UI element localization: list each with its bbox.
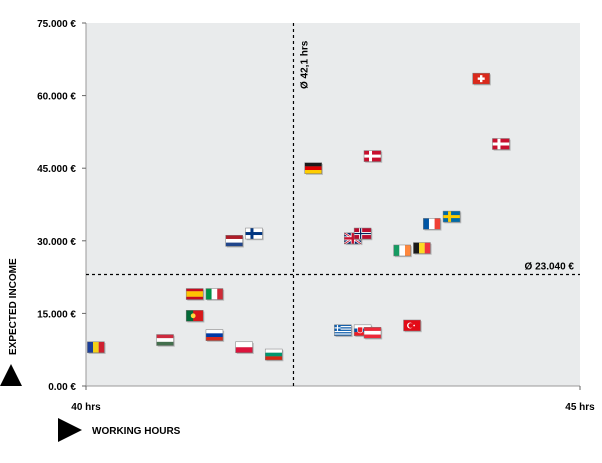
norway-flag-icon (353, 227, 373, 241)
netherlands-flag-icon (225, 235, 244, 248)
sweden-flag-icon (442, 210, 462, 224)
y-tick-label: 15.000 € (37, 309, 76, 320)
greece-flag-icon (334, 324, 353, 338)
austria-flag-icon (363, 327, 383, 340)
mean-hours-label: Ø 42,1 hrs (299, 40, 310, 89)
y-tick-label: 45.000 € (37, 164, 76, 175)
russia-flag-icon (205, 329, 225, 342)
y-tick-label: 75.000 € (37, 19, 76, 30)
y-axis: 0.00 € 15.000 € 30.000 € 45.000 € 60.000 € 75… (37, 19, 87, 393)
bulgaria-flag-icon (264, 348, 284, 362)
switzerland-flag-icon (472, 72, 491, 86)
y-tick-label: 30.000 € (37, 237, 76, 248)
italy-flag-icon (205, 288, 225, 301)
germany-flag-icon (304, 162, 323, 175)
denmark-flag-icon (492, 138, 511, 151)
spain-flag-icon (185, 288, 205, 301)
france-flag-icon (423, 218, 442, 231)
y-axis-title: EXPECTED INCOME (8, 258, 19, 355)
hungary-flag-icon (156, 334, 175, 347)
x-tick-label: 45 hrs (565, 402, 595, 413)
data-points (87, 72, 511, 362)
y-tick-label: 60.000 € (37, 92, 76, 103)
ireland-flag-icon (393, 244, 412, 258)
romania-flag-icon (87, 341, 106, 354)
x-axis: 40 hrs 45 hrs (71, 385, 595, 413)
y-axis-arrow-icon (0, 364, 22, 386)
x-axis-arrow-icon (58, 418, 82, 442)
y-tick-label: 0.00 € (48, 382, 76, 393)
x-tick-label: 40 hrs (71, 402, 101, 413)
plot-area (86, 23, 580, 386)
portugal-flag-icon (185, 310, 205, 323)
mean-income-label: Ø 23.040 € (525, 261, 575, 272)
belgium-flag-icon (413, 242, 432, 255)
x-axis-title: WORKING HOURS (92, 426, 181, 437)
poland-flag-icon (235, 341, 254, 354)
finland-flag-icon (245, 227, 264, 241)
denmark-flag-icon (363, 150, 383, 163)
turkey-flag-icon (403, 319, 422, 333)
